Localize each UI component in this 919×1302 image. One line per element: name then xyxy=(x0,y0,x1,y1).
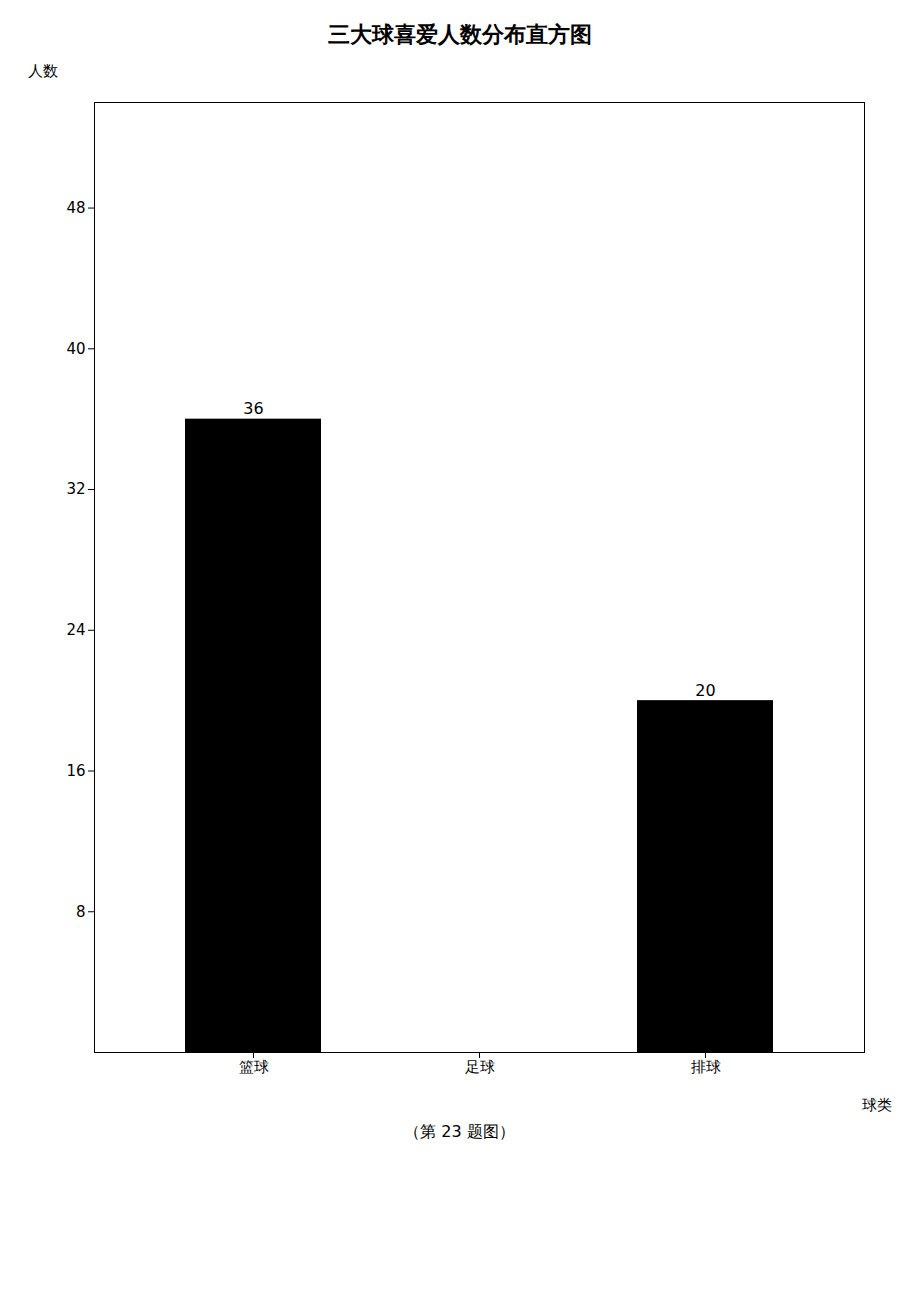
svg-text:32: 32 xyxy=(66,480,85,498)
svg-text:36: 36 xyxy=(243,399,263,418)
svg-text:篮球: 篮球 xyxy=(239,1058,269,1076)
svg-text:8: 8 xyxy=(76,903,86,921)
svg-text:20: 20 xyxy=(695,681,715,700)
svg-text:足球: 足球 xyxy=(465,1058,495,1076)
html-text:三大球喜爱人数分布直方图: 三大球喜爱人数分布直方图 xyxy=(327,22,592,47)
html-text:（第 23 题图）: （第 23 题图） xyxy=(404,1122,515,1141)
svg-text:排球: 排球 xyxy=(691,1058,721,1076)
svg-text:球类: 球类 xyxy=(862,1096,892,1113)
svg-text:48: 48 xyxy=(66,199,85,217)
svg-text:40: 40 xyxy=(66,340,85,358)
svg-text:人数: 人数 xyxy=(28,62,58,80)
svg-text:16: 16 xyxy=(66,762,85,780)
svg-text:24: 24 xyxy=(66,621,85,639)
